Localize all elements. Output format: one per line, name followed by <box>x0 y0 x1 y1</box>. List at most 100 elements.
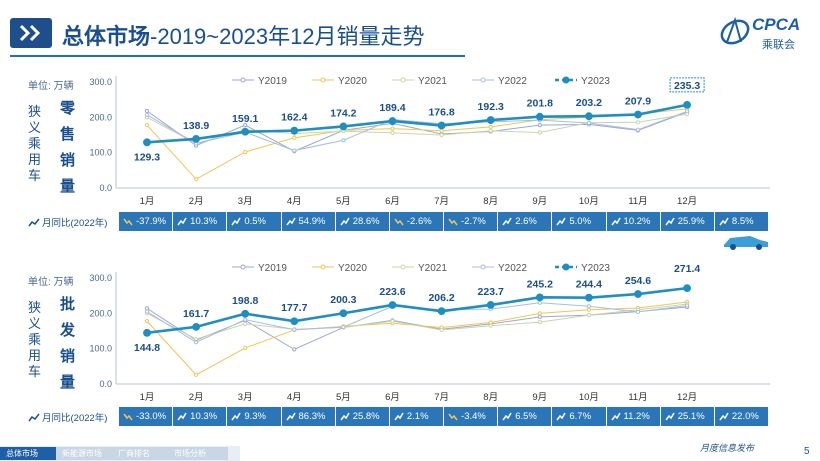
data-point-2023 <box>290 126 299 135</box>
legend-label: Y2022 <box>498 263 527 274</box>
data-point <box>488 128 493 133</box>
legend-marker <box>562 263 570 271</box>
x-tick-label: 3月 <box>238 392 253 403</box>
yoy-cell: -33.0% <box>119 407 173 426</box>
data-point-2023 <box>683 100 691 109</box>
yoy-cell: 25.1% <box>660 407 714 426</box>
yoy-cell: -2.7% <box>444 212 498 231</box>
data-label: 235.3 <box>674 80 700 92</box>
yoy-value: 6.5% <box>515 411 537 422</box>
yoy-value: -3.4% <box>461 411 486 422</box>
data-label: 244.4 <box>576 279 602 291</box>
series-title-retail: 零售销量 <box>60 100 76 195</box>
footer-tab-nev[interactable]: 新能源市场 <box>56 447 116 460</box>
data-point-2023 <box>241 309 250 318</box>
footer-tab-ranking[interactable]: 厂商排名 <box>112 447 172 460</box>
footer-tab-analysis[interactable]: 市场分析 <box>168 447 228 460</box>
yoy-value: 54.9% <box>298 216 326 227</box>
yoy-label-text: 月同比(2022年) <box>42 412 108 424</box>
legend-label: Y2019 <box>258 263 287 274</box>
legend-label: Y2022 <box>498 76 527 87</box>
data-point <box>390 130 395 135</box>
data-point <box>586 313 592 318</box>
series-line-y2019 <box>146 110 688 152</box>
data-label: 192.3 <box>478 101 504 113</box>
legend-marker <box>240 77 246 83</box>
data-label: 271.4 <box>674 263 700 275</box>
data-point-2023 <box>437 121 446 130</box>
yoy-cell: 6.5% <box>498 407 552 426</box>
data-point-2023 <box>585 293 593 302</box>
data-point <box>194 177 199 182</box>
x-tick-label: 7月 <box>434 392 449 403</box>
yoy-cell: 54.9% <box>281 212 335 231</box>
data-point-2023 <box>634 110 642 119</box>
data-point-2023 <box>143 328 151 337</box>
yoy-cell: 9.3% <box>227 407 281 426</box>
data-label: 203.2 <box>576 97 602 109</box>
data-point <box>144 108 150 114</box>
data-point <box>586 120 592 126</box>
x-tick-label: 8月 <box>483 392 498 403</box>
legend-marker <box>400 264 406 270</box>
data-point-2023 <box>192 322 201 331</box>
legend-label: Y2023 <box>581 263 610 274</box>
yoy-cell: 22.0% <box>714 407 769 426</box>
data-point <box>537 320 542 325</box>
data-point-2023 <box>388 301 397 309</box>
footer-signature: 月度信息发布 <box>700 443 755 453</box>
x-tick-label: 11月 <box>628 196 647 207</box>
series-line-y2023 <box>146 286 688 335</box>
data-point <box>292 148 297 153</box>
data-label: 159.1 <box>232 113 258 125</box>
data-point <box>537 123 542 128</box>
x-tick-label: 8月 <box>483 196 498 207</box>
data-point-2023 <box>241 127 250 136</box>
side-label-retail: 狭义乘用车 <box>28 104 42 183</box>
data-label: 144.8 <box>134 342 160 354</box>
data-point <box>144 309 150 314</box>
yoy-cell: -3.4% <box>444 407 498 426</box>
data-label: 176.8 <box>428 107 454 119</box>
data-point <box>243 345 248 351</box>
x-tick-label: 7月 <box>434 196 449 207</box>
x-tick-label: 11月 <box>628 392 647 403</box>
yoy-cell: 6.7% <box>552 407 606 426</box>
data-point <box>292 327 297 332</box>
data-point <box>635 127 641 132</box>
series-line-y2020 <box>146 108 688 180</box>
y-tick-label: 300.0 <box>89 77 112 87</box>
yoy-value: 25.9% <box>677 216 705 227</box>
yoy-value: 22.0% <box>731 411 759 422</box>
data-label: 161.7 <box>183 308 209 320</box>
legend-label: Y2021 <box>418 76 447 87</box>
yoy-value: 25.8% <box>352 411 380 422</box>
data-label: 254.6 <box>625 275 651 287</box>
y-tick-label: 0.0 <box>99 379 112 389</box>
data-point <box>292 135 297 140</box>
x-tick-label: 5月 <box>336 196 351 207</box>
side-label-wholesale: 狭义乘用车 <box>28 300 42 379</box>
yoy-cell: 8.5% <box>714 212 769 231</box>
data-label-box <box>669 77 705 93</box>
x-tick-label: 9月 <box>532 392 547 403</box>
yoy-row-label: 月同比(2022年) <box>28 212 118 231</box>
x-tick-label: 4月 <box>287 196 302 207</box>
legend-marker <box>400 77 406 83</box>
data-point <box>243 321 248 327</box>
data-point <box>439 327 444 333</box>
yoy-value: 86.3% <box>298 411 326 422</box>
data-label: 198.8 <box>232 295 258 307</box>
data-point-2023 <box>192 135 201 143</box>
yoy-cell: 5.0% <box>552 212 606 231</box>
legend-label: Y2021 <box>418 263 447 274</box>
data-label: 200.3 <box>330 294 356 306</box>
legend-label: Y2023 <box>581 76 610 87</box>
data-label: 174.2 <box>330 107 356 119</box>
data-point-2023 <box>486 116 495 124</box>
legend-marker <box>320 77 326 83</box>
series-line-y2023 <box>146 103 688 144</box>
data-label: 129.3 <box>134 151 160 163</box>
footer-tab-overall[interactable]: 总体市场 <box>0 447 60 460</box>
legend-marker <box>480 77 486 83</box>
